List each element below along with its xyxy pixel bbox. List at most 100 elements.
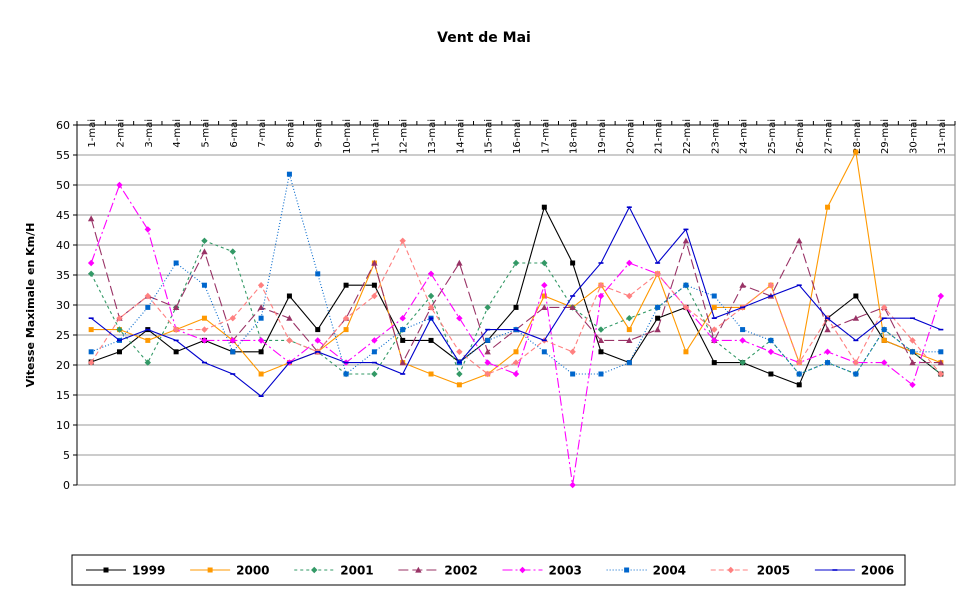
legend-item-2001: 2001 (294, 564, 374, 578)
data-point (258, 395, 264, 397)
data-point (144, 359, 152, 366)
data-point (768, 295, 774, 297)
x-tick-label: 5-mai (200, 119, 211, 148)
data-point (740, 327, 746, 333)
data-point (853, 149, 859, 155)
data-point (258, 371, 264, 377)
y-tick-label: 30 (56, 299, 70, 312)
data-point (626, 292, 633, 300)
data-point (597, 292, 605, 300)
data-point (87, 215, 95, 222)
data-point (853, 293, 859, 299)
legend-marker (103, 567, 109, 573)
data-point (909, 359, 916, 366)
data-point (371, 361, 377, 364)
x-tick-label: 16-mai (512, 119, 523, 154)
data-point (400, 337, 406, 343)
data-point (937, 292, 945, 300)
data-point (880, 304, 888, 311)
x-tick-label: 20-mai (625, 119, 636, 154)
data-point (852, 315, 860, 321)
data-point (371, 292, 378, 300)
data-point (201, 315, 207, 321)
data-point (853, 339, 859, 342)
legend-label: 1999 (132, 564, 165, 578)
legend-label: 2006 (861, 564, 894, 578)
y-tick-label: 35 (56, 269, 70, 282)
data-point (739, 282, 746, 288)
legend-marker (519, 566, 526, 574)
data-point (626, 360, 632, 366)
x-tick-label: 1-mai (87, 119, 98, 148)
data-point (796, 284, 802, 286)
data-point (541, 304, 548, 310)
data-point (711, 293, 717, 299)
data-point (825, 317, 831, 319)
data-point (399, 359, 406, 366)
data-point (541, 259, 548, 267)
x-tick-label: 10-mai (342, 119, 353, 154)
data-point (485, 337, 491, 343)
legend-item-2006: 2006 (814, 564, 894, 578)
data-point (682, 237, 690, 244)
data-point (484, 370, 491, 378)
data-point (343, 371, 349, 377)
legend-marker (311, 566, 318, 574)
data-point (655, 304, 661, 310)
data-point (626, 315, 633, 322)
data-point (683, 349, 689, 355)
data-point (116, 349, 122, 355)
data-point (513, 328, 519, 331)
legend-item-2000: 2000 (190, 564, 270, 578)
data-point (824, 348, 831, 355)
data-point (740, 306, 746, 309)
data-point (513, 304, 519, 310)
data-point (541, 204, 547, 210)
legend-item-2003: 2003 (502, 564, 582, 578)
data-point (456, 315, 463, 322)
data-point (145, 337, 151, 343)
x-tick-label: 21-mai (654, 119, 665, 154)
y-tick-label: 55 (56, 149, 70, 162)
y-tick-label: 15 (56, 389, 70, 402)
data-point (456, 259, 463, 266)
data-point (343, 327, 349, 333)
data-point (88, 317, 94, 319)
x-tick-label: 4-mai (172, 119, 183, 148)
data-point (937, 359, 945, 366)
data-point (626, 337, 633, 343)
legend-label: 2000 (236, 564, 269, 578)
legend-item-1999: 1999 (86, 564, 165, 578)
data-point (201, 237, 208, 244)
data-point (626, 259, 633, 267)
data-point (683, 228, 689, 231)
legend-label: 2003 (549, 564, 582, 578)
data-point (570, 371, 576, 377)
y-tick-label: 50 (56, 179, 70, 192)
data-point (88, 327, 94, 333)
y-axis-label: Vitesse Maximale en Km/H (24, 223, 37, 388)
data-point (484, 304, 491, 311)
data-point (569, 481, 576, 489)
data-point (173, 339, 179, 342)
data-point (825, 360, 831, 366)
data-point (597, 326, 605, 333)
legend-marker (832, 569, 838, 571)
x-tick-label: 15-mai (484, 119, 495, 154)
data-point (400, 373, 406, 375)
data-point (144, 226, 152, 233)
data-point (598, 371, 604, 377)
legend-marker (727, 566, 734, 574)
data-point (598, 349, 604, 355)
data-point (767, 282, 775, 289)
data-point (796, 359, 803, 366)
data-point (512, 370, 520, 378)
data-point (87, 270, 95, 277)
data-point (825, 204, 831, 210)
data-point (399, 315, 406, 322)
data-point (654, 270, 661, 277)
x-tick-label: 30-mai (909, 119, 920, 154)
data-point (172, 304, 180, 310)
data-point (343, 361, 349, 364)
data-point (257, 282, 265, 289)
